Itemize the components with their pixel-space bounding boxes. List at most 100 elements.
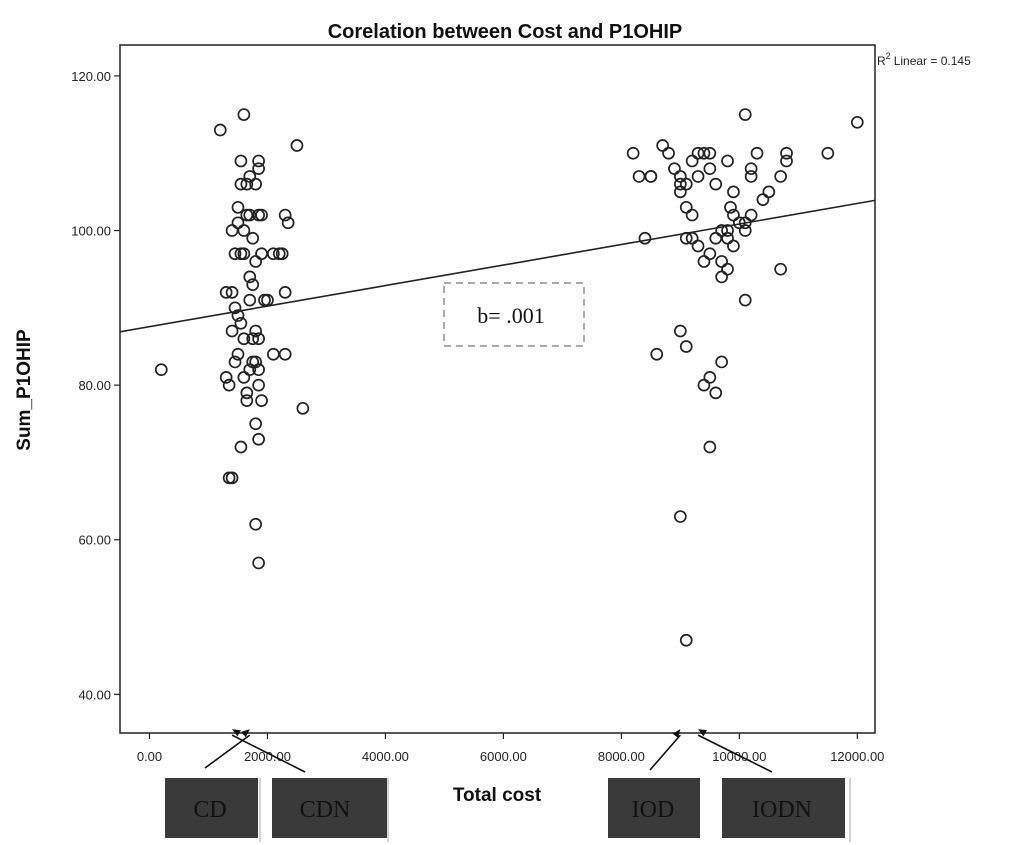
group-label-text: CDN (300, 797, 351, 823)
data-point (225, 324, 239, 338)
data-point (255, 208, 268, 222)
data-point (249, 517, 263, 531)
data-point (246, 278, 260, 291)
data-point (697, 255, 711, 268)
data-point (744, 208, 758, 222)
data-point (249, 355, 263, 369)
data-point (296, 401, 310, 415)
y-tick-label: 40.00 (78, 687, 111, 702)
data-point (240, 386, 254, 400)
data-point (252, 154, 265, 168)
data-point (252, 432, 265, 446)
x-tick-label: 6000.00 (480, 749, 527, 764)
data-point (774, 262, 787, 276)
data-point (638, 231, 652, 245)
data-point (240, 394, 254, 407)
group-arrow-head (232, 729, 241, 737)
annotation-box (443, 282, 585, 347)
group-label-text: CD (193, 797, 226, 823)
data-point (219, 371, 233, 384)
r2-label: R2 Linear = 0.145 (877, 51, 971, 68)
data-point (213, 123, 227, 137)
data-point (228, 301, 242, 315)
data-point (674, 177, 687, 191)
data-point (237, 108, 251, 121)
data-point (709, 177, 723, 191)
data-point (679, 231, 693, 245)
data-point (721, 262, 734, 276)
group-label-text: IOD (632, 797, 675, 823)
data-point (774, 170, 787, 183)
x-tick-label: 8000.00 (598, 749, 645, 764)
data-point (738, 224, 752, 237)
data-point (744, 170, 758, 183)
data-point (255, 394, 268, 407)
data-point (234, 177, 248, 191)
y-tick-label: 120.00 (71, 69, 111, 84)
data-point (249, 417, 263, 431)
group-arrow-head (672, 729, 681, 738)
data-point (626, 146, 640, 160)
x-tick-label: 12000.00 (830, 749, 884, 764)
data-point (258, 293, 271, 307)
data-point (278, 286, 292, 299)
data-point (234, 440, 248, 454)
data-point (231, 309, 245, 322)
data-point (644, 170, 658, 183)
data-point (237, 332, 251, 346)
r2-value: Linear = 0.145 (894, 54, 971, 68)
data-point (240, 177, 254, 191)
annotation-text: b= .001 (477, 303, 544, 328)
data-point (225, 286, 239, 299)
data-point (281, 216, 295, 230)
data-point (727, 185, 740, 199)
data-point (278, 347, 292, 361)
data-point (691, 170, 705, 183)
data-point (697, 146, 711, 160)
data-point (234, 154, 248, 168)
data-point (762, 185, 776, 199)
data-point (234, 247, 248, 261)
data-point (243, 293, 257, 307)
data-point (780, 146, 793, 160)
data-point (275, 247, 289, 261)
data-point (278, 208, 292, 222)
data-point (674, 510, 687, 523)
group-arrow (697, 734, 773, 773)
x-axis: 0.002000.004000.006000.008000.0010000.00… (137, 733, 884, 764)
data-point (231, 200, 245, 214)
data-point (252, 556, 265, 570)
data-point (650, 347, 664, 361)
data-point (228, 355, 242, 369)
group-label-box (722, 778, 845, 838)
regression-line (119, 199, 876, 333)
group-label-box (608, 778, 700, 838)
data-point (679, 633, 693, 647)
data-point (246, 332, 260, 346)
data-point (290, 139, 304, 152)
data-point (697, 378, 711, 392)
data-point (219, 286, 233, 299)
data-point (252, 162, 265, 176)
y-tick-label: 60.00 (78, 533, 111, 548)
group-arrow-head (241, 729, 250, 738)
x-tick-label: 2000.00 (244, 749, 291, 764)
data-point (252, 332, 265, 346)
x-axis-label: Total cost (453, 785, 542, 806)
data-point (850, 115, 864, 129)
data-point (228, 247, 242, 261)
y-axis: 40.00 60.00 80.00 100.00 120.00 (71, 69, 120, 702)
data-point (744, 162, 758, 176)
data-point (738, 108, 752, 121)
data-point (237, 224, 251, 237)
data-point (721, 154, 734, 168)
x-tick-label: 4000.00 (362, 749, 409, 764)
y-axis-label: Sum_P1OHIP (14, 329, 35, 451)
data-point (252, 378, 265, 392)
x-tick-label: 0.00 (137, 749, 162, 764)
group-label-box (165, 778, 258, 838)
data-point (267, 247, 280, 261)
data-point (738, 293, 752, 307)
data-point (222, 378, 236, 392)
